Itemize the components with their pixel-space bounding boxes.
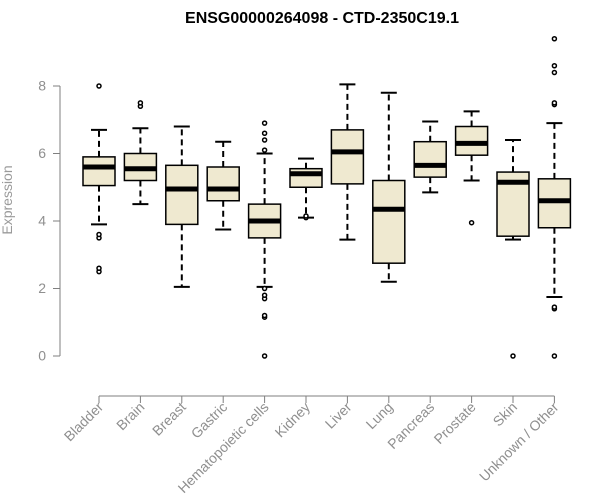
outlier-point — [551, 69, 558, 76]
outlier-point — [303, 213, 309, 219]
box-gastric — [206, 166, 240, 202]
x-tick-label: Kidney — [272, 399, 314, 441]
x-tick-label: Skin — [490, 399, 521, 430]
x-tick-label: Unknown / Other — [476, 399, 562, 485]
box-breast — [165, 164, 199, 226]
box-bladder — [82, 156, 116, 187]
outlier-point — [468, 219, 475, 226]
outlier-point — [261, 137, 268, 143]
outlier-point — [510, 353, 516, 359]
box-unknown-other — [537, 178, 572, 229]
box-pancreas — [413, 140, 447, 178]
outlier-point — [96, 265, 102, 271]
outlier-point — [261, 292, 268, 298]
outlier-point — [261, 120, 268, 126]
outlier-point — [137, 100, 144, 106]
x-tick-label: Liver — [322, 399, 355, 432]
outlier-point — [551, 353, 558, 359]
outlier-point — [261, 130, 268, 136]
box-prostate — [454, 125, 489, 156]
y-tick-label: 4 — [38, 213, 46, 229]
outlier-point — [261, 285, 268, 292]
x-tick-label: Prostate — [431, 399, 479, 447]
outlier-point — [551, 63, 558, 69]
x-tick-label: Lung — [363, 399, 396, 432]
y-tick-label: 6 — [38, 145, 46, 161]
y-axis-label: Expression — [0, 165, 15, 234]
outlier-point — [551, 36, 558, 42]
outlier-point — [261, 147, 268, 153]
outlier-point — [261, 353, 268, 359]
outlier-point — [551, 100, 558, 106]
x-tick-label: Breast — [149, 399, 189, 439]
box-lung — [372, 179, 406, 264]
chart-title: ENSG00000264098 - CTD-2350C19.1 — [185, 10, 459, 27]
outlier-point — [96, 231, 102, 238]
outlier-point — [96, 83, 102, 89]
y-tick-label: 2 — [38, 280, 46, 296]
y-tick-label: 8 — [38, 78, 46, 94]
y-tick-label: 0 — [38, 348, 46, 364]
outlier-point — [551, 304, 558, 310]
x-tick-label: Bladder — [61, 399, 107, 445]
x-tick-label: Brain — [113, 399, 147, 433]
outlier-point — [261, 312, 268, 319]
box-liver — [330, 129, 365, 185]
